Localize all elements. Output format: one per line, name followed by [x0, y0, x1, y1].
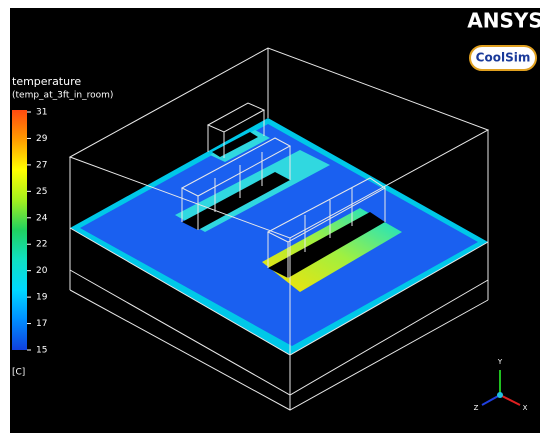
- rack-row: [182, 172, 290, 230]
- colorbar-label: 31: [36, 108, 47, 118]
- axis-label: Y: [497, 358, 503, 366]
- colorbar-label: 24: [36, 213, 48, 223]
- colorbar-label: 25: [36, 187, 47, 197]
- colorbar-label: 19: [36, 293, 48, 303]
- colorbar-label: 22: [36, 240, 47, 250]
- colorbar: [12, 110, 27, 350]
- colorbar-label: 20: [36, 266, 48, 276]
- product: CoolSim: [476, 51, 531, 65]
- room-box: [68, 47, 490, 411]
- axis-label: Z: [474, 404, 479, 412]
- legend-subtitle: (temp_at_3ft_in_room): [12, 91, 113, 101]
- legend-title: temperature: [12, 75, 81, 88]
- colorbar-label: 17: [36, 319, 47, 329]
- colorbar-label: 27: [36, 160, 47, 170]
- colorbar-label: 29: [36, 134, 48, 144]
- rack-row: [268, 212, 385, 278]
- product-badge: [469, 45, 537, 71]
- racks: [180, 102, 386, 278]
- brand: ANSYS: [467, 9, 543, 33]
- colorbar-label: 15: [36, 346, 47, 356]
- axis-triad: [481, 370, 521, 406]
- floor-cold: [80, 124, 478, 346]
- legend-unit: [C]: [12, 368, 25, 378]
- axis-label: X: [523, 404, 528, 412]
